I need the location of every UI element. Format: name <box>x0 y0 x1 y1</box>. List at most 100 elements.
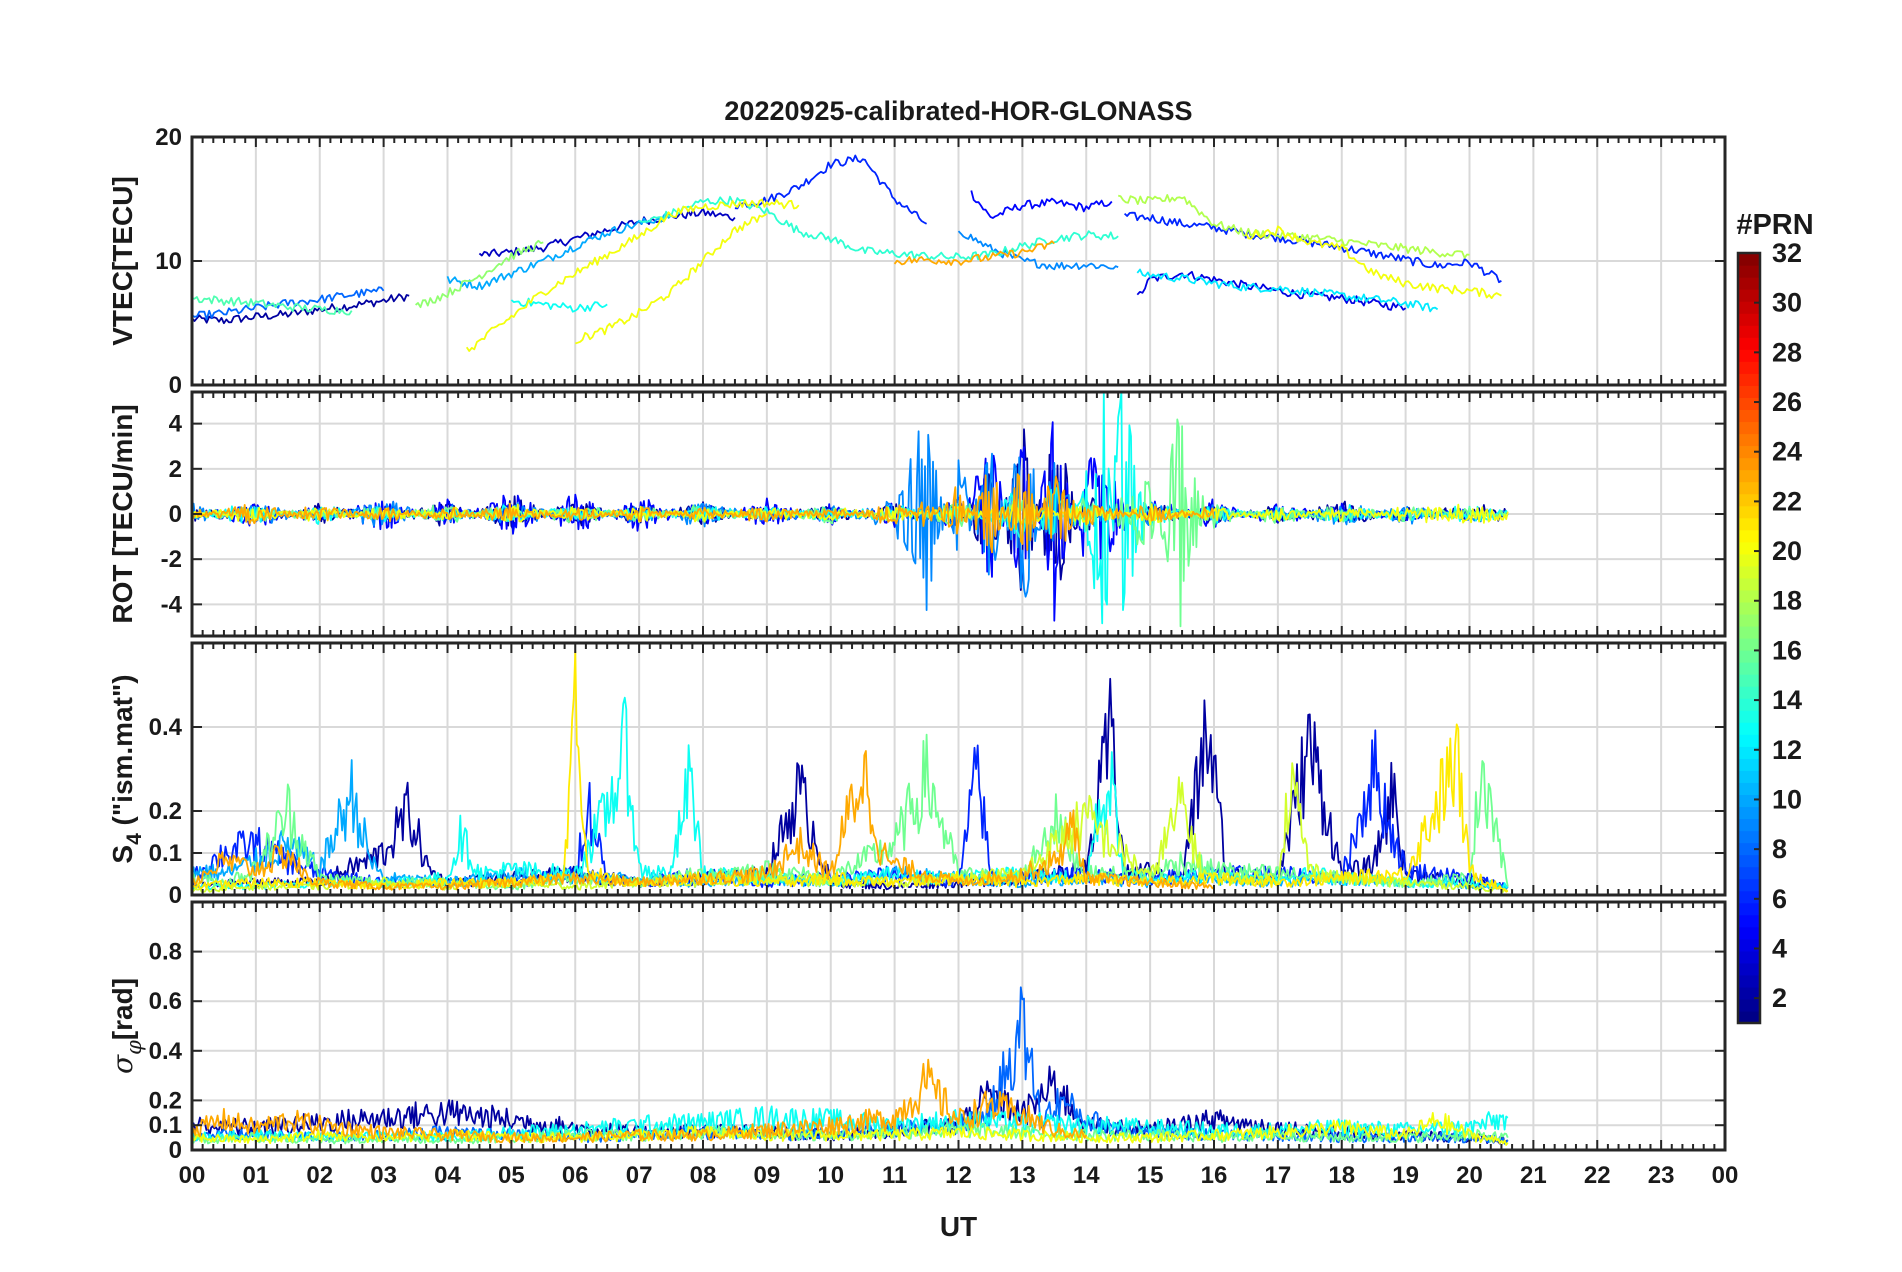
colorbar-band <box>1738 505 1760 519</box>
colorbar-band <box>1738 541 1760 555</box>
colorbar-band <box>1738 529 1760 543</box>
colorbar-band <box>1738 734 1760 747</box>
series-line-prn-23 <box>192 1058 1088 1144</box>
panel-rot: -4 -2 0 2 4 ROT [TECU/min] <box>107 390 1727 638</box>
colorbar-tick-label: 10 <box>1772 784 1802 814</box>
y-axis-label-rot: ROT [TECU/min] <box>107 404 138 623</box>
y-tick-label: 0.2 <box>149 798 182 825</box>
panel-sigma_phi: 00.10.2 0.4 0.6 0.8σφ[rad] <box>106 900 1727 1164</box>
colorbar-band <box>1738 698 1760 711</box>
series-line-prn-6 <box>1123 211 1502 284</box>
colorbar-tick-label: 2 <box>1772 983 1787 1013</box>
series-line-prn-23 <box>192 750 1215 891</box>
y-tick-label: 2 <box>169 456 182 483</box>
x-tick-labels: 00 01 02 03 04 05 06 07 08 09 10 11 12 13 14 15 16 17 18 19… <box>179 1162 1739 1189</box>
x-tick-label: 03 <box>370 1162 397 1189</box>
x-tick-label: 06 <box>562 1162 589 1189</box>
x-tick-label: 19 <box>1392 1162 1419 1189</box>
colorbar-title: #PRN <box>1736 209 1813 241</box>
colorbar-band <box>1738 902 1760 916</box>
colorbar-tick-label: 24 <box>1772 437 1802 467</box>
colorbar-band <box>1738 481 1760 495</box>
colorbar-tick-label: 4 <box>1772 933 1787 963</box>
colorbar-band <box>1738 577 1760 591</box>
y-tick-label: 10 <box>155 248 182 275</box>
colorbar-band <box>1738 806 1760 820</box>
colorbar-tick-label: 22 <box>1772 486 1802 516</box>
colorbar-band <box>1738 914 1760 928</box>
series-line-prn-5 <box>970 190 1113 219</box>
colorbar-tick-label: 14 <box>1772 685 1802 715</box>
x-tick-label: 07 <box>626 1162 653 1189</box>
colorbar-tick-label: 30 <box>1772 288 1802 318</box>
series-line-prn-17 <box>415 239 544 309</box>
x-tick-label: 13 <box>1009 1162 1036 1189</box>
colorbar-tick-label: 8 <box>1772 834 1787 864</box>
x-tick-label: 18 <box>1328 1162 1355 1189</box>
x-tick-label: 00 <box>179 1162 206 1189</box>
y-axis-label-vtec: VTEC[TECU] <box>107 176 138 346</box>
y-tick-label: 0.2 <box>149 1087 182 1114</box>
series-line-prn-16 <box>192 733 1509 891</box>
colorbar-band <box>1738 613 1760 627</box>
colorbar-tick-label: 16 <box>1772 635 1802 665</box>
colorbar-band <box>1738 710 1760 723</box>
x-tick-label: 11 <box>882 1162 907 1189</box>
series-line-prn-20 <box>192 1112 1509 1146</box>
x-tick-label: 09 <box>754 1162 781 1189</box>
colorbar-band <box>1738 601 1760 615</box>
x-tick-label: 00 <box>1712 1162 1739 1189</box>
colorbar-band <box>1738 289 1760 302</box>
axis-ticks <box>191 902 1726 1151</box>
x-tick-label: 21 <box>1520 1162 1547 1189</box>
colorbar-band <box>1738 445 1760 459</box>
colorbar-band <box>1738 890 1760 904</box>
x-axis-label: UT <box>940 1211 977 1242</box>
colorbar-band <box>1738 253 1760 266</box>
colorbar-band <box>1738 722 1760 735</box>
y-tick-label: 0.6 <box>149 988 182 1015</box>
colorbar-band <box>1738 974 1760 988</box>
x-tick-label: 08 <box>690 1162 717 1189</box>
colorbar-tick-label: 6 <box>1772 884 1787 914</box>
colorbar-band <box>1738 493 1760 507</box>
colorbar-band <box>1738 1010 1760 1024</box>
colorbar-band <box>1738 998 1760 1012</box>
colorbar-band <box>1738 938 1760 952</box>
colorbar-band <box>1738 926 1760 940</box>
series-line-prn-8 <box>192 286 385 321</box>
y-tick-label: 0 <box>169 372 182 399</box>
axis-ticks <box>191 643 1726 896</box>
series-line-prn-20 <box>575 213 768 345</box>
y-tick-labels: -4 -2 0 2 4 <box>161 411 183 619</box>
x-tick-label: 05 <box>498 1162 525 1189</box>
colorbar-band <box>1738 962 1760 976</box>
colorbar-band <box>1738 277 1760 290</box>
colorbar-band <box>1738 553 1760 567</box>
colorbar-band <box>1738 770 1760 783</box>
series-line-prn-23 <box>893 240 1055 266</box>
y-tick-label: 0.1 <box>149 840 182 867</box>
x-tick-label: 22 <box>1584 1162 1611 1189</box>
axis-ticks <box>191 136 1726 386</box>
colorbar-bands <box>1738 253 1760 1024</box>
series-line-prn-19 <box>192 762 1509 893</box>
colorbar-band <box>1738 625 1760 639</box>
colorbar-band <box>1738 457 1760 471</box>
colorbar-band <box>1738 517 1760 531</box>
colorbar-band <box>1738 950 1760 964</box>
colorbar-band <box>1738 650 1760 663</box>
x-tick-label: 12 <box>945 1162 972 1189</box>
series-line-prn-14 <box>638 195 1119 261</box>
series-group <box>192 650 1509 893</box>
figure-title: 20220925-calibrated-HOR-GLONASS <box>724 96 1192 126</box>
colorbar-band <box>1738 301 1760 314</box>
colorbar-band <box>1738 830 1760 844</box>
colorbar-band <box>1738 397 1760 411</box>
series-line-prn-23 <box>192 473 1215 554</box>
colorbar-band <box>1738 433 1760 447</box>
colorbar-band <box>1738 986 1760 1000</box>
